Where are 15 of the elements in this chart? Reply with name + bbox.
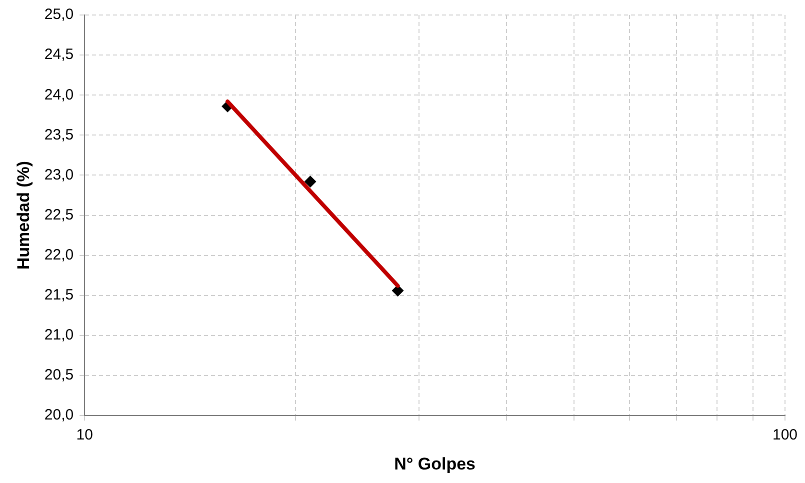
y-tick-label: 20,0	[44, 406, 74, 424]
y-tick-label: 21,5	[44, 286, 74, 304]
y-tick-label: 22,0	[44, 246, 74, 264]
y-tick-label: 24,0	[44, 86, 74, 104]
y-tick-label: 20,5	[44, 366, 74, 384]
y-tick-label: 21,0	[44, 326, 74, 344]
y-axis-title: Humedad (%)	[14, 160, 33, 270]
y-tick-label: 24,5	[44, 46, 74, 64]
x-tick-label: 10	[76, 426, 93, 444]
y-tick-label: 22,5	[44, 206, 74, 224]
x-axis-title: N° Golpes	[394, 454, 476, 474]
y-tick-label: 23,0	[44, 166, 74, 184]
x-tick-label: 100	[772, 426, 798, 444]
y-tick-label: 23,5	[44, 126, 74, 144]
y-tick-label: 25,0	[44, 6, 74, 24]
